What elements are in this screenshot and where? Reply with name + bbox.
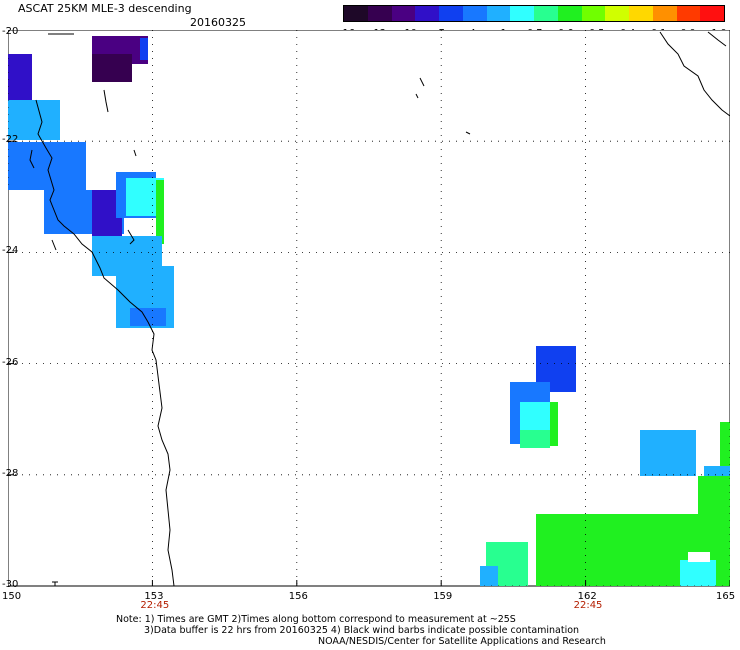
- data-cell: [92, 54, 132, 82]
- pass-time-label: 22:45: [573, 600, 603, 611]
- axis-ticks: [8, 30, 730, 587]
- latitude-label: -22: [2, 134, 19, 146]
- colorbar: [343, 5, 725, 22]
- data-cell: [680, 560, 716, 586]
- data-cell: [704, 466, 730, 476]
- longitude-label: 162: [577, 591, 597, 602]
- colorbar-swatch: [652, 6, 677, 21]
- colorbar-swatch: [629, 6, 653, 21]
- colorbar-swatch: [605, 6, 629, 21]
- pass-time-label: 22:45: [140, 600, 170, 611]
- data-cell: [8, 100, 60, 140]
- data-cell: [156, 180, 164, 244]
- note-line-2: 3)Data buffer is 22 hrs from 20160325 4)…: [144, 625, 580, 636]
- colorbar-swatch: [486, 6, 511, 21]
- longitude-label: 165: [716, 591, 736, 602]
- data-cell: [720, 422, 730, 466]
- note-line-1: Note: 1) Times are GMT 2)Times along bot…: [116, 614, 516, 625]
- colorbar-swatch: [534, 6, 558, 21]
- data-cell: [480, 566, 498, 586]
- latitude-label: -24: [2, 245, 19, 257]
- colorbar-swatch: [581, 6, 606, 21]
- latitude-label: -20: [2, 26, 19, 37]
- colorbar-swatch: [344, 6, 368, 21]
- colorbar-swatch: [439, 6, 463, 21]
- colorbar-swatch: [510, 6, 534, 21]
- colorbar-swatch: [676, 6, 701, 21]
- data-cell: [130, 308, 166, 326]
- data-cell: [688, 552, 710, 562]
- note-line-3: NOAA/NESDIS/Center for Satellite Applica…: [318, 636, 606, 647]
- data-cell: [140, 38, 148, 60]
- longitude-label: 159: [433, 591, 453, 602]
- map-plot: [8, 30, 730, 587]
- longitude-label: 156: [288, 591, 308, 602]
- contamination-barb: [52, 581, 58, 586]
- data-cell: [8, 54, 32, 106]
- longitude-label: 153: [144, 591, 164, 602]
- colorbar-swatch: [557, 6, 582, 21]
- coastline: [29, 31, 730, 587]
- colorbar-swatch: [367, 6, 392, 21]
- data-cell: [550, 402, 558, 446]
- latitude-label: -30: [2, 579, 19, 590]
- colorbar-swatch: [415, 6, 439, 21]
- data-cell: [640, 430, 696, 476]
- colorbar-swatch: [700, 6, 724, 21]
- map-date: 20160325: [190, 16, 246, 29]
- latitude-label: -28: [2, 467, 19, 479]
- colorbar-swatch: [391, 6, 416, 21]
- colorbar-swatch: [462, 6, 487, 21]
- data-cell: [520, 430, 550, 448]
- latitude-label: -26: [2, 356, 19, 368]
- data-cell: [576, 514, 698, 534]
- longitude-label: 150: [2, 591, 22, 602]
- map-title: ASCAT 25KM MLE-3 descending: [18, 2, 192, 15]
